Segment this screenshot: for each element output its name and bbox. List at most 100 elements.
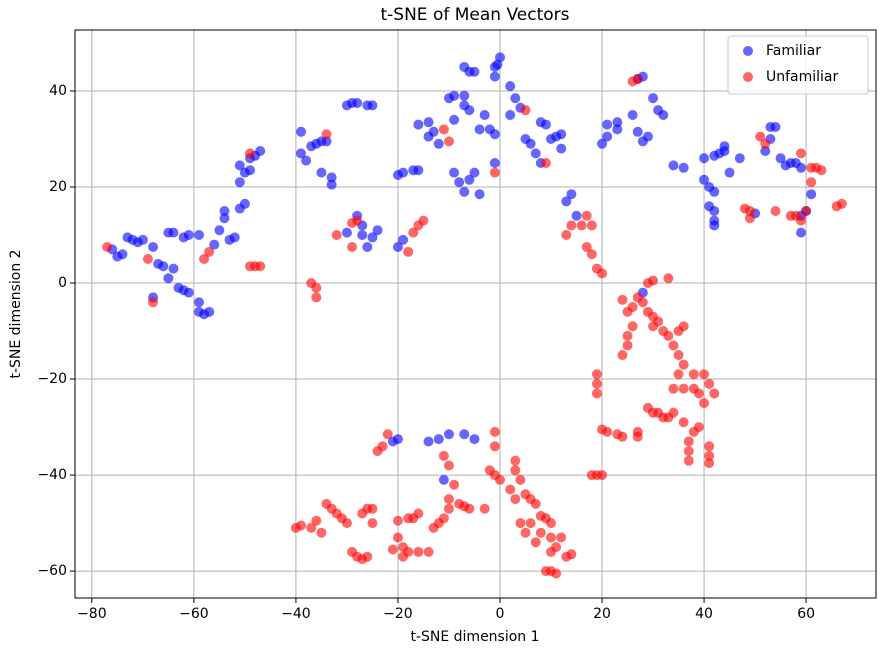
point xyxy=(699,369,710,380)
point xyxy=(581,242,592,253)
point xyxy=(321,136,332,147)
point xyxy=(296,520,307,531)
point xyxy=(540,119,551,130)
point xyxy=(796,227,807,238)
point xyxy=(627,109,638,120)
point xyxy=(668,340,679,351)
point xyxy=(296,126,307,137)
point xyxy=(316,167,327,178)
x-tick-label: 0 xyxy=(496,606,505,622)
y-axis-label: t-SNE dimension 2 xyxy=(8,249,24,378)
point xyxy=(311,292,322,303)
point xyxy=(392,532,403,543)
point xyxy=(413,165,424,176)
point xyxy=(525,138,536,149)
point xyxy=(566,549,577,560)
point xyxy=(796,148,807,159)
point xyxy=(492,59,503,70)
point xyxy=(137,234,148,245)
point xyxy=(474,124,485,135)
point xyxy=(704,378,715,389)
point xyxy=(510,465,521,476)
y-tick-label: −20 xyxy=(37,371,67,387)
point xyxy=(535,527,546,538)
point xyxy=(510,455,521,466)
point xyxy=(744,206,755,217)
point xyxy=(566,220,577,231)
legend: Familiar Unfamiliar xyxy=(727,35,869,95)
point xyxy=(443,503,454,514)
point xyxy=(709,206,720,217)
plot-frame xyxy=(74,29,877,599)
point xyxy=(158,261,169,272)
point xyxy=(734,153,745,164)
point xyxy=(510,93,521,104)
point xyxy=(464,105,475,116)
point xyxy=(622,330,633,341)
point xyxy=(433,434,444,445)
point xyxy=(627,321,638,332)
point xyxy=(801,206,812,217)
point xyxy=(561,230,572,241)
point xyxy=(744,213,755,224)
point xyxy=(204,306,215,317)
point xyxy=(209,239,220,250)
point xyxy=(520,527,531,538)
point xyxy=(693,422,704,433)
point xyxy=(438,450,449,461)
point xyxy=(617,431,628,442)
point xyxy=(668,160,679,171)
point xyxy=(642,131,653,142)
point xyxy=(566,189,577,200)
point xyxy=(479,109,490,120)
point xyxy=(760,145,771,156)
point xyxy=(591,388,602,399)
point xyxy=(459,90,470,101)
point xyxy=(443,460,454,471)
point xyxy=(602,426,613,437)
point xyxy=(428,126,439,137)
point xyxy=(347,242,358,253)
point xyxy=(362,551,373,562)
x-tick-label: −40 xyxy=(281,606,311,622)
point xyxy=(438,474,449,485)
point xyxy=(510,494,521,505)
point xyxy=(479,503,490,514)
point xyxy=(449,114,460,125)
point xyxy=(392,242,403,253)
point xyxy=(806,177,817,188)
legend-label: Familiar xyxy=(766,43,821,59)
chart-title: t-SNE of Mean Vectors xyxy=(381,5,570,25)
point xyxy=(551,542,562,553)
legend-label: Unfamiliar xyxy=(766,69,839,85)
point xyxy=(515,518,526,529)
point xyxy=(602,119,613,130)
point xyxy=(311,515,322,526)
point xyxy=(204,246,215,257)
point xyxy=(637,297,648,308)
point xyxy=(505,109,516,120)
point xyxy=(413,119,424,130)
point xyxy=(392,515,403,526)
point xyxy=(551,568,562,579)
point xyxy=(464,174,475,185)
point xyxy=(183,287,194,298)
y-tick-label: −40 xyxy=(37,467,67,483)
point xyxy=(816,165,827,176)
point xyxy=(433,138,444,149)
point xyxy=(489,71,500,82)
point xyxy=(770,206,781,217)
point xyxy=(591,378,602,389)
point xyxy=(760,138,771,149)
point xyxy=(494,474,505,485)
point xyxy=(168,227,179,238)
point xyxy=(530,537,541,548)
point xyxy=(709,220,720,231)
point xyxy=(352,215,363,226)
point xyxy=(525,518,536,529)
point xyxy=(321,129,332,140)
point xyxy=(775,153,786,164)
point xyxy=(459,429,470,440)
point xyxy=(311,282,322,293)
